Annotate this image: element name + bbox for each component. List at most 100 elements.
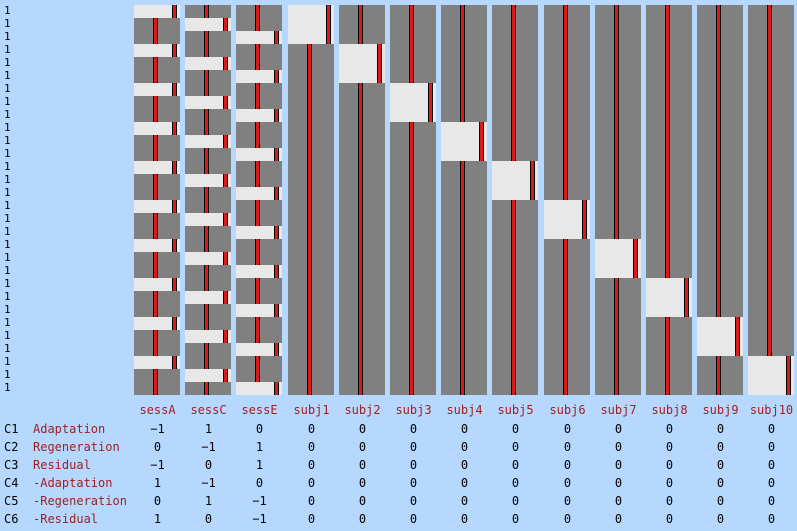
design-bar bbox=[255, 239, 260, 252]
design-bar bbox=[255, 161, 260, 174]
design-bar bbox=[204, 226, 209, 239]
column-name: subj7 bbox=[600, 403, 637, 417]
contrast-value: 0 bbox=[767, 494, 776, 508]
design-bar bbox=[204, 239, 209, 252]
contrast-label[interactable]: Residual bbox=[33, 458, 91, 472]
design-cell-highlight bbox=[236, 265, 282, 278]
contrast-value: 0 bbox=[767, 476, 776, 490]
contrast-label[interactable]: -Residual bbox=[33, 512, 99, 526]
contrast-value: 0 bbox=[511, 440, 520, 454]
contrast-value: 0 bbox=[614, 476, 623, 490]
contrast-id: C5 bbox=[4, 494, 19, 508]
contrast-label[interactable]: -Regeneration bbox=[33, 494, 127, 508]
contrast-value: 0 bbox=[358, 494, 367, 508]
contrast-value: 0 bbox=[716, 512, 725, 526]
design-bar bbox=[767, 5, 772, 356]
design-bar bbox=[582, 200, 587, 239]
design-bar bbox=[255, 330, 260, 343]
contrast-value: 0 bbox=[460, 476, 469, 490]
design-bar bbox=[172, 317, 177, 330]
contrast-value: 0 bbox=[409, 440, 418, 454]
design-cell-highlight bbox=[134, 239, 180, 252]
row-label: 1 bbox=[4, 4, 11, 17]
contrast-value: 0 bbox=[614, 458, 623, 472]
design-bar bbox=[614, 278, 619, 395]
design-column-subj1 bbox=[288, 5, 334, 395]
design-column-subj5 bbox=[492, 5, 538, 395]
contrast-value: 0 bbox=[255, 476, 264, 490]
design-bar bbox=[204, 161, 209, 174]
design-bar bbox=[153, 57, 158, 70]
row-label: 1 bbox=[4, 251, 11, 264]
contrast-label[interactable]: Regeneration bbox=[33, 440, 120, 454]
row-label: 1 bbox=[4, 212, 11, 225]
contrast-value: 0 bbox=[307, 440, 316, 454]
contrast-value: 0 bbox=[665, 440, 674, 454]
design-bar bbox=[716, 5, 721, 317]
design-column-subj9 bbox=[697, 5, 743, 395]
design-bar bbox=[223, 96, 228, 109]
design-bar bbox=[153, 382, 158, 395]
row-label: 1 bbox=[4, 95, 11, 108]
row-label: 1 bbox=[4, 82, 11, 95]
row-label: 1 bbox=[4, 69, 11, 82]
row-label: 1 bbox=[4, 329, 11, 342]
design-bar bbox=[409, 122, 414, 395]
design-cell-highlight bbox=[134, 200, 180, 213]
contrast-id: C6 bbox=[4, 512, 19, 526]
design-bar bbox=[204, 343, 209, 356]
design-cell-highlight bbox=[185, 174, 231, 187]
design-cell-highlight bbox=[185, 330, 231, 343]
column-name: subj2 bbox=[344, 403, 381, 417]
contrast-value: 0 bbox=[358, 422, 367, 436]
contrast-value: 0 bbox=[614, 440, 623, 454]
design-bar bbox=[255, 96, 260, 109]
contrast-label[interactable]: -Adaptation bbox=[33, 476, 113, 490]
design-bar bbox=[223, 252, 228, 265]
contrast-value: −1 bbox=[252, 494, 267, 508]
contrast-value: 0 bbox=[563, 476, 572, 490]
design-bar bbox=[204, 122, 209, 135]
column-name: subj8 bbox=[651, 403, 688, 417]
contrast-value: 0 bbox=[767, 422, 776, 436]
contrast-value: −1 bbox=[201, 440, 216, 454]
design-bar bbox=[716, 356, 721, 395]
design-bar bbox=[153, 330, 158, 343]
design-cell-highlight bbox=[185, 213, 231, 226]
design-cell-highlight bbox=[185, 135, 231, 148]
contrast-value: 0 bbox=[460, 512, 469, 526]
design-bar bbox=[153, 265, 158, 278]
contrast-value: 0 bbox=[358, 440, 367, 454]
design-cell-highlight bbox=[236, 187, 282, 200]
design-bar bbox=[563, 239, 568, 395]
design-bar bbox=[255, 213, 260, 226]
design-bar bbox=[358, 5, 363, 44]
contrast-value: 0 bbox=[409, 476, 418, 490]
design-column-subj8 bbox=[646, 5, 692, 395]
contrast-value: 0 bbox=[460, 422, 469, 436]
design-cell-highlight bbox=[236, 382, 282, 395]
contrast-value: 0 bbox=[409, 512, 418, 526]
design-bar bbox=[307, 44, 312, 395]
design-bar bbox=[204, 382, 209, 395]
design-cell-highlight bbox=[236, 304, 282, 317]
contrast-value: 0 bbox=[358, 476, 367, 490]
design-cell-highlight bbox=[134, 278, 180, 291]
design-bar bbox=[377, 44, 382, 83]
contrast-value: 0 bbox=[511, 494, 520, 508]
contrast-value: 0 bbox=[614, 494, 623, 508]
contrast-value: 0 bbox=[614, 422, 623, 436]
design-column-sessC bbox=[185, 5, 231, 395]
contrast-id: C3 bbox=[4, 458, 19, 472]
contrast-id: C2 bbox=[4, 440, 19, 454]
design-cell-highlight bbox=[185, 291, 231, 304]
design-bar bbox=[153, 109, 158, 122]
contrast-label[interactable]: Adaptation bbox=[33, 422, 106, 436]
row-label: 1 bbox=[4, 43, 11, 56]
row-label: 1 bbox=[4, 238, 11, 251]
design-cell-highlight bbox=[185, 252, 231, 265]
row-label: 1 bbox=[4, 160, 11, 173]
row-label: 1 bbox=[4, 56, 11, 69]
design-cell-highlight bbox=[185, 18, 231, 31]
design-bar bbox=[511, 5, 516, 161]
